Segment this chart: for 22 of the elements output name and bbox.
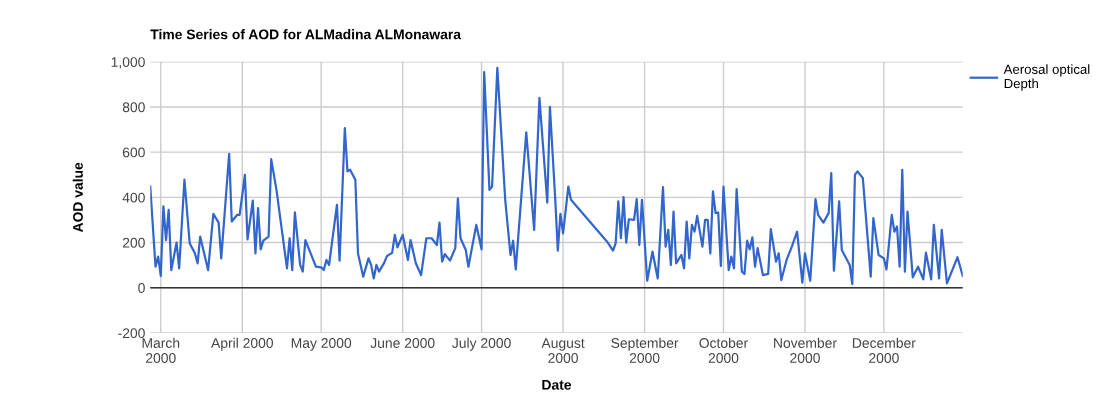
x-axis-title: Date [542,380,572,390]
x-tick-label: December 2000 [852,337,916,363]
x-tick-label: July 2000 [452,337,511,351]
y-tick-label: 800 [122,102,145,113]
x-tick-label: October 2000 [699,337,748,363]
x-tick-label: August 2000 [541,338,585,363]
x-tick-label: May 2000 [291,338,352,351]
x-tick-label: November 2000 [774,337,837,363]
y-tick-label: -200 [118,328,145,339]
y-tick-label: 1,000 [111,57,145,69]
line-series [150,66,963,286]
y-tick-label: 600 [122,147,145,158]
y-tick-label: 0 [138,283,145,293]
y-tick-label: 200 [122,237,145,248]
y-axis-title: AOD value [72,162,83,233]
x-tick-label: April 2000 [211,337,274,351]
legend-label: Aerosal optical Depth [1003,64,1090,91]
x-tick-label: September 2000 [611,337,679,363]
chart-title: Time Series of AOD for ALMadina ALMonawara [150,29,462,40]
y-tick-label: 400 [122,192,145,203]
x-tick-label: March 2000 [142,337,180,363]
x-tick-label: June 2000 [370,338,435,348]
